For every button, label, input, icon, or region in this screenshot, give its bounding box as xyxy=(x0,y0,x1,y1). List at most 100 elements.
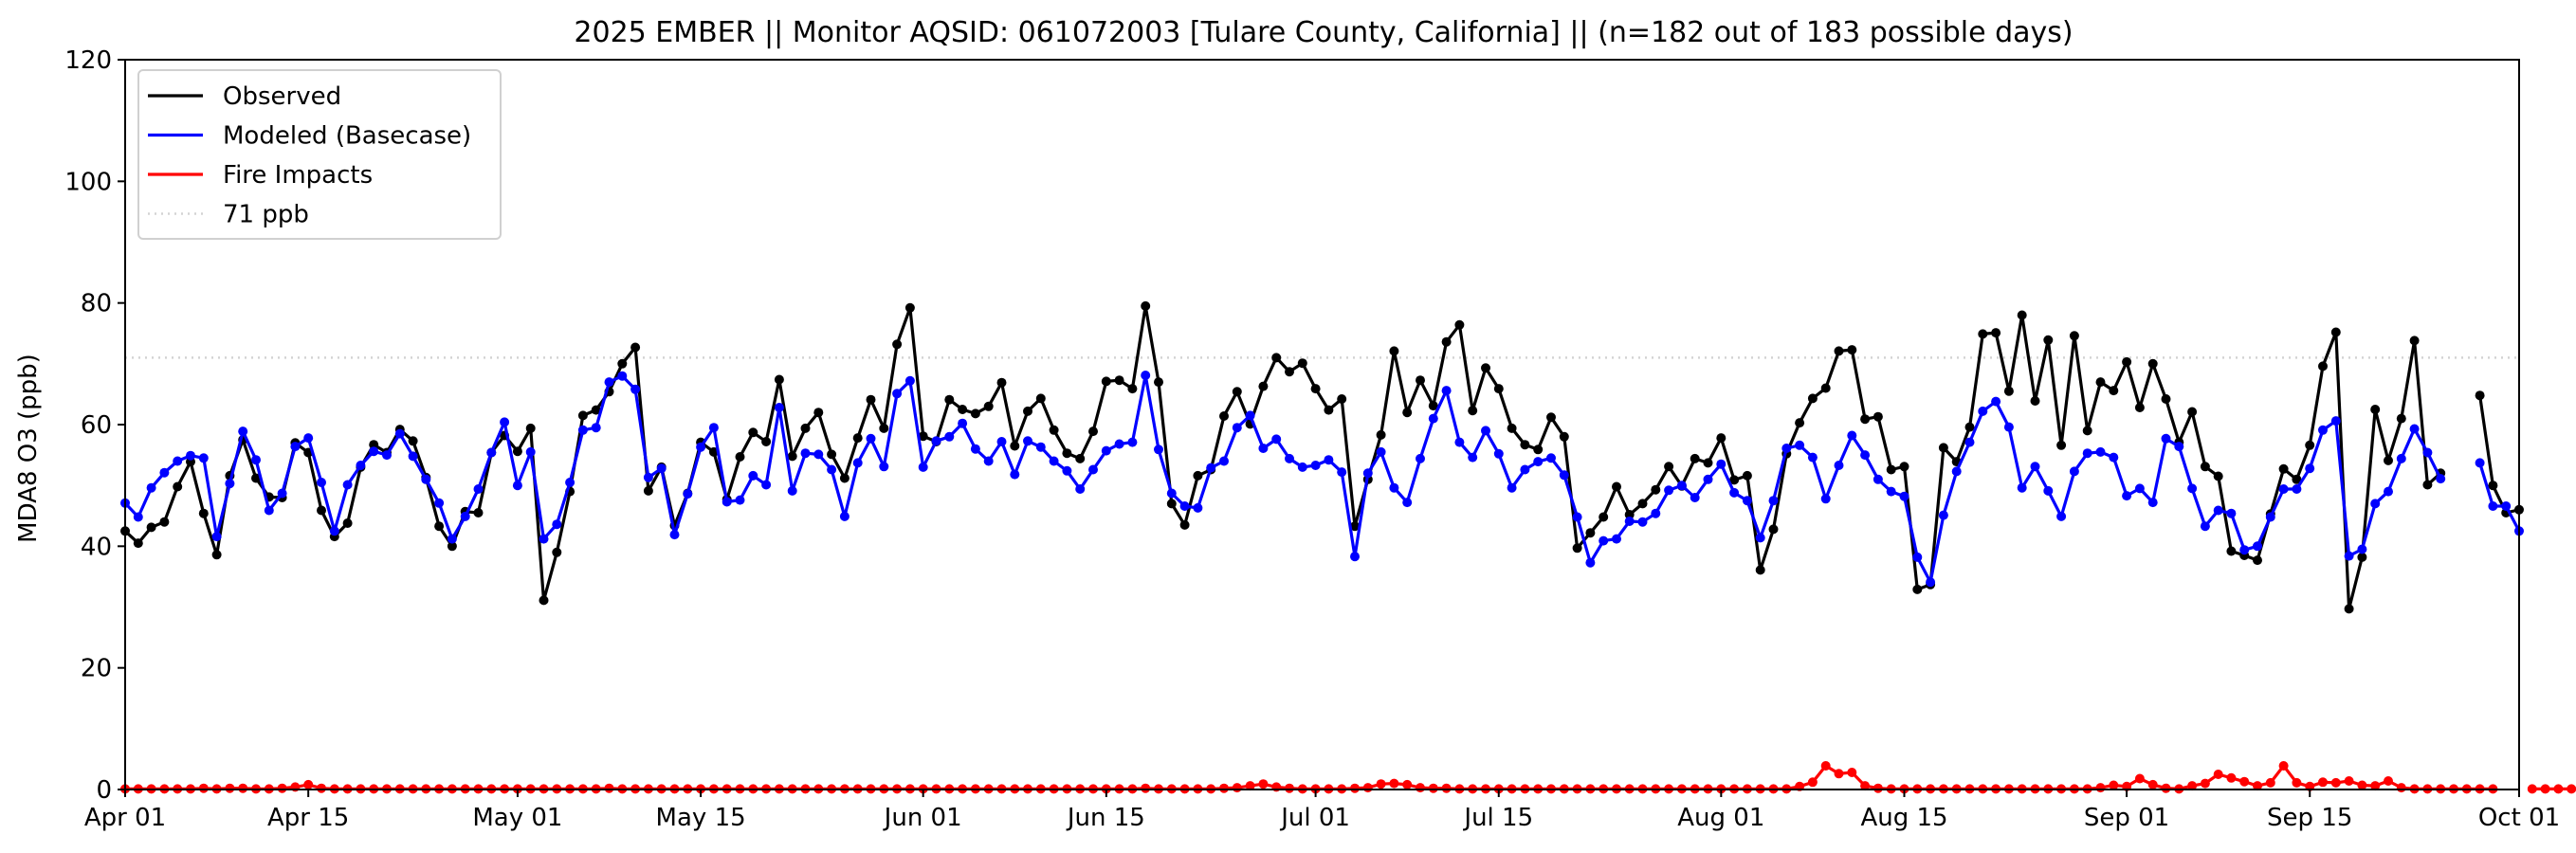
data-point-observed xyxy=(1520,440,1530,450)
data-point-observed xyxy=(918,431,928,442)
data-point-fire-impacts xyxy=(1389,778,1399,789)
data-point-modeled-basecase xyxy=(1049,456,1059,466)
axes-ticks: 0 20 40 60 80 100 120 Apr 01 Apr 15 May 01 May 15 J… xyxy=(64,46,2560,832)
data-point-fire-impacts xyxy=(2253,781,2262,791)
data-point-modeled-basecase xyxy=(1546,453,1556,463)
y-tick-label: 40 xyxy=(81,533,112,561)
data-point-observed xyxy=(904,302,915,313)
legend: Observed Modeled (Basecase) Fire Impacts 71… xyxy=(137,69,502,240)
data-point-modeled-basecase xyxy=(1088,464,1098,475)
data-point-modeled-basecase xyxy=(486,447,497,458)
data-point-modeled-basecase xyxy=(1781,444,1792,453)
data-point-modeled-basecase xyxy=(159,467,170,478)
data-point-modeled-basecase xyxy=(1416,453,1425,463)
data-point-observed xyxy=(1101,376,1111,387)
data-point-observed xyxy=(1624,510,1635,519)
data-point-modeled-basecase xyxy=(1337,467,1347,478)
data-point-observed xyxy=(879,423,889,433)
data-point-modeled-basecase xyxy=(1834,461,1844,470)
data-point-modeled-basecase xyxy=(2475,458,2485,468)
data-point-observed xyxy=(787,451,797,462)
data-point-modeled-basecase xyxy=(866,433,876,444)
data-point-modeled-basecase xyxy=(1141,371,1151,380)
data-point-observed xyxy=(1860,414,1871,425)
data-point-fire-impacts xyxy=(1402,779,1413,789)
data-point-observed xyxy=(1023,406,1032,416)
data-point-fire-impacts xyxy=(2370,781,2381,791)
data-point-observed xyxy=(1049,425,1059,435)
data-point-modeled-basecase xyxy=(2161,433,2171,444)
data-point-fire-impacts xyxy=(238,783,248,793)
data-point-observed xyxy=(1350,521,1360,532)
data-point-modeled-basecase xyxy=(1938,510,1948,520)
data-point-observed xyxy=(944,394,955,405)
data-point-observed xyxy=(591,405,601,415)
data-point-modeled-basecase xyxy=(369,446,379,457)
data-point-observed xyxy=(2384,455,2393,465)
data-point-fire-impacts xyxy=(2265,777,2275,788)
data-point-modeled-basecase xyxy=(2043,485,2054,496)
data-point-fire-impacts xyxy=(2095,783,2106,793)
data-point-observed xyxy=(2357,552,2367,562)
data-point-observed xyxy=(866,394,876,405)
data-point-modeled-basecase xyxy=(918,462,928,472)
data-point-modeled-basecase xyxy=(1468,452,1478,463)
data-point-observed xyxy=(1807,393,1818,404)
data-point-observed xyxy=(1481,363,1490,373)
data-point-observed xyxy=(2305,440,2315,450)
data-point-modeled-basecase xyxy=(696,442,706,452)
data-point-observed xyxy=(1664,462,1674,472)
legend-label-71-ppb: 71 ppb xyxy=(223,201,309,229)
data-point-modeled-basecase xyxy=(1820,494,1831,504)
data-point-modeled-basecase xyxy=(1599,535,1609,546)
data-point-modeled-basecase xyxy=(827,464,837,475)
data-point-modeled-basecase xyxy=(931,436,941,446)
data-point-modeled-basecase xyxy=(983,456,994,466)
data-point-observed xyxy=(1964,422,1975,432)
data-point-observed xyxy=(2475,390,2485,401)
data-point-observed xyxy=(2253,555,2262,566)
data-point-fire-impacts xyxy=(1362,783,1373,793)
y-axis-label: MDA8 O3 (ppb) xyxy=(14,354,43,543)
data-point-modeled-basecase xyxy=(2384,486,2393,497)
data-point-modeled-basecase xyxy=(996,437,1007,446)
x-tick-label: Aug 15 xyxy=(1860,804,1947,832)
data-point-modeled-basecase xyxy=(617,371,628,381)
data-point-modeled-basecase xyxy=(2239,545,2250,555)
data-point-modeled-basecase xyxy=(512,481,522,491)
data-point-modeled-basecase xyxy=(748,470,758,481)
data-point-modeled-basecase xyxy=(539,534,549,544)
data-point-fire-impacts xyxy=(2161,783,2171,793)
data-point-observed xyxy=(1389,346,1399,356)
data-point-modeled-basecase xyxy=(2344,551,2354,561)
legend-label-fire-impacts: Fire Impacts xyxy=(223,161,373,190)
data-point-modeled-basecase xyxy=(2003,422,2014,432)
data-point-fire-impacts xyxy=(2553,784,2564,794)
data-point-observed xyxy=(630,342,641,353)
data-point-modeled-basecase xyxy=(2147,498,2158,508)
data-point-observed xyxy=(735,452,745,462)
data-point-modeled-basecase xyxy=(146,482,156,493)
data-point-observed xyxy=(2122,356,2132,367)
data-point-modeled-basecase xyxy=(2422,447,2433,458)
data-point-observed xyxy=(2095,377,2106,388)
data-point-fire-impacts xyxy=(198,783,209,793)
data-point-modeled-basecase xyxy=(1258,444,1269,453)
data-point-modeled-basecase xyxy=(2265,512,2275,522)
data-point-modeled-basecase xyxy=(2305,463,2315,474)
data-point-fire-impacts xyxy=(2330,777,2341,788)
data-point-modeled-basecase xyxy=(1402,498,1413,508)
data-point-observed xyxy=(525,423,536,433)
data-point-fire-impacts xyxy=(2109,780,2119,790)
data-point-modeled-basecase xyxy=(2409,424,2420,434)
data-point-modeled-basecase xyxy=(1297,462,1307,472)
data-point-observed xyxy=(617,358,628,369)
data-point-modeled-basecase xyxy=(1651,508,1661,518)
series-line-observed xyxy=(123,304,2520,610)
data-point-observed xyxy=(2109,386,2119,396)
data-point-modeled-basecase xyxy=(329,526,339,536)
data-point-modeled-basecase xyxy=(944,431,955,442)
data-point-modeled-basecase xyxy=(1703,474,1713,484)
data-point-observed xyxy=(1402,408,1413,418)
